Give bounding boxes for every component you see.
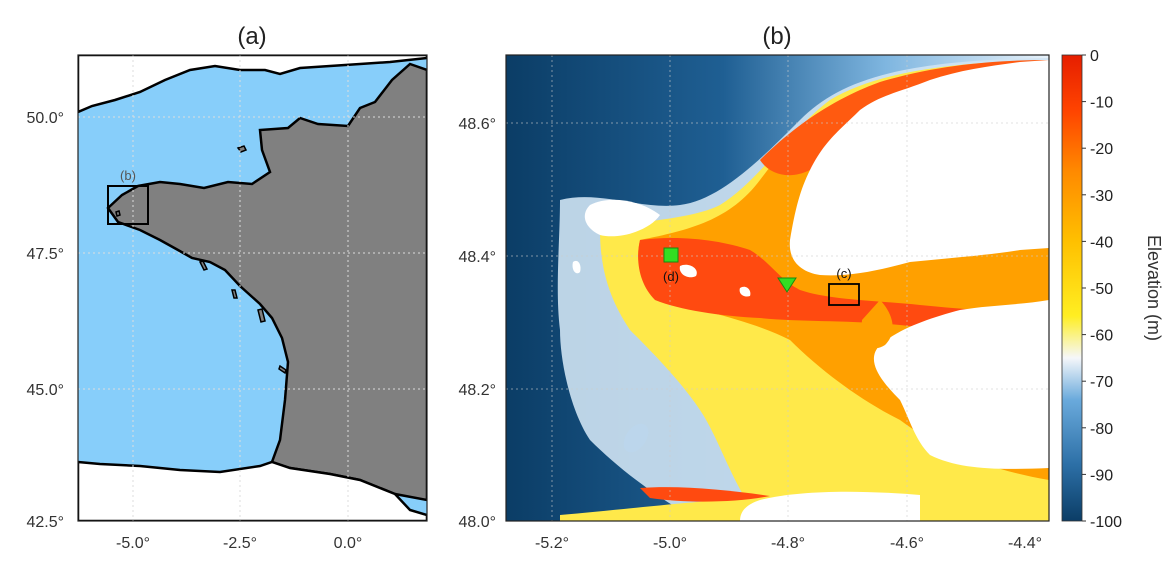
panel-b-x-ticks: -5.2° -5.0° -4.8° -4.6° -4.4° [535, 535, 1042, 552]
panel-b-map [506, 55, 1049, 521]
panel-b-y-ticks: 48.6° 48.4° 48.2° 48.0° [458, 116, 496, 531]
marker-d-label: (d) [663, 269, 679, 284]
land-north [789, 60, 1049, 276]
panel-b-frame [505, 54, 1050, 522]
x-tick: -4.6° [890, 535, 924, 552]
england-coast [78, 55, 427, 114]
panel-b-grid [506, 55, 1049, 521]
land-crozon [740, 491, 920, 521]
france-land [106, 62, 427, 502]
y-tick: 42.5° [26, 514, 64, 531]
island [198, 260, 209, 271]
island-molene [679, 264, 697, 278]
island [257, 308, 266, 323]
colorbar [1061, 54, 1083, 522]
island-small [739, 286, 751, 297]
x-tick: 0.0° [334, 535, 363, 552]
y-tick: 48.0° [458, 514, 496, 531]
seabed-feature [623, 423, 649, 453]
marker-d-square [663, 247, 679, 263]
colorbar-title: Elevation (m) [1144, 235, 1164, 341]
x-tick: -4.4° [1008, 535, 1042, 552]
y-tick: 48.2° [458, 382, 496, 399]
island [231, 289, 238, 299]
island-ushant [584, 199, 660, 237]
y-tick: 48.4° [458, 249, 496, 266]
colorbar-tick-label: -20 [1090, 141, 1113, 158]
colorbar-tick-label: -40 [1090, 234, 1113, 251]
inset-label-b: (b) [120, 168, 136, 183]
colorbar-tick-label: -30 [1090, 188, 1113, 205]
x-tick: -2.5° [223, 535, 257, 552]
x-tick: -5.0° [653, 535, 687, 552]
panel-a-grid [78, 55, 427, 521]
x-tick: -5.0° [116, 535, 150, 552]
estuary [861, 300, 893, 349]
panel-a-map [78, 55, 427, 521]
panel-a-x-ticks: -5.0° -2.5° 0.0° [116, 535, 362, 552]
panel-a-title: (a) [237, 23, 266, 50]
island-small [572, 260, 581, 274]
land-south [873, 300, 1049, 469]
south-red [640, 487, 770, 502]
island [115, 210, 121, 217]
spain-coast [78, 460, 427, 521]
roadstead-red [638, 238, 1049, 333]
colorbar-ticks: 0 -10 -20 -30 -40 -50 -60 -70 -80 -90 -100 [1082, 48, 1122, 531]
colorbar-tick-label: -70 [1090, 374, 1113, 391]
colorbar-tick-label: -100 [1090, 514, 1122, 531]
colorbar-tick-label: -60 [1090, 328, 1113, 345]
colorbar-tick-label: -10 [1090, 95, 1113, 112]
x-tick: -5.2° [535, 535, 569, 552]
marker-c-label: (c) [836, 266, 851, 281]
panel-a-y-ticks: 50.0° 47.5° 45.0° 42.5° [26, 110, 64, 531]
colorbar-tick-label: -90 [1090, 467, 1113, 484]
y-tick: 47.5° [26, 246, 64, 263]
y-tick: 45.0° [26, 382, 64, 399]
panel-a-frame [77, 54, 428, 522]
colorbar-tick-label: 0 [1090, 48, 1099, 65]
y-tick: 48.6° [458, 116, 496, 133]
marker-triangle [777, 277, 797, 293]
y-tick: 50.0° [26, 110, 64, 127]
colorbar-tick-label: -80 [1090, 421, 1113, 438]
panel-b-title: (b) [762, 23, 791, 50]
marker-c-box [828, 283, 860, 306]
colorbar-tick-label: -50 [1090, 281, 1113, 298]
inset-box-b [107, 185, 149, 225]
x-tick: -4.8° [771, 535, 805, 552]
island [278, 364, 287, 375]
